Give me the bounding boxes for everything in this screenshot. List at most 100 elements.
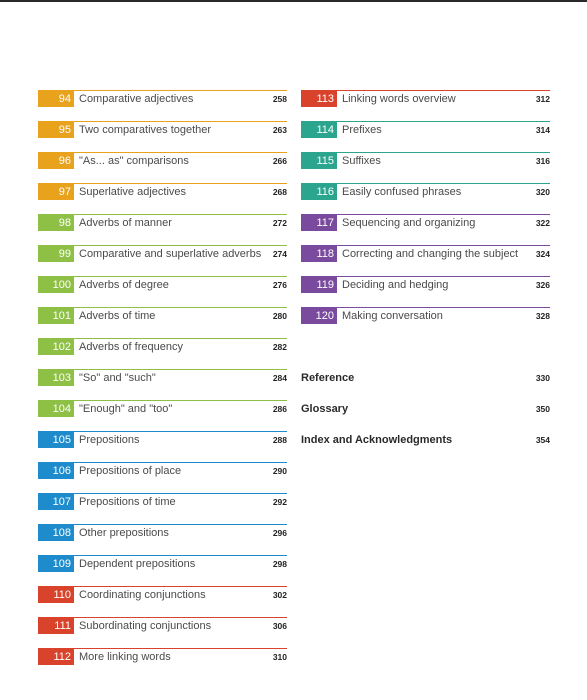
entry-rule [301,121,550,122]
entry-title: Comparative adjectives [79,93,194,105]
entry-rule [301,307,550,308]
entry-page-number: 296 [272,528,287,538]
toc-entry[interactable]: 100 Adverbs of degree 276 [38,276,287,307]
entry-page-number: 306 [272,621,287,631]
entry-title: Comparative and superlative adverbs [79,248,262,260]
entry-title: Correcting and changing the subject [342,248,519,260]
entry-title: Making conversation [342,310,443,322]
toc-entry[interactable]: 104 "Enough" and "too" 286 [38,400,287,431]
entry-title: Prefixes [342,124,382,136]
entry-number: 97 [38,184,74,200]
entry-number: 102 [38,339,74,355]
toc-entry[interactable]: 108 Other prepositions 296 [38,524,287,555]
entry-title: Other prepositions [79,527,169,539]
entry-number: 109 [38,556,74,572]
toc-entry[interactable]: 95 Two comparatives together 263 [38,121,287,152]
entry-rule [38,524,287,525]
toc-entry[interactable]: 113 Linking words overview 312 [301,90,550,121]
toc-entry[interactable]: 103 "So" and "such" 284 [38,369,287,400]
toc-entry[interactable]: 102 Adverbs of frequency 282 [38,338,287,369]
entry-title: Coordinating conjunctions [79,589,206,601]
toc-entry[interactable]: 112 More linking words 310 [38,648,287,679]
entry-page-number: 258 [272,94,287,104]
entry-page-number: 314 [535,125,550,135]
toc-entry[interactable]: 97 Superlative adjectives 268 [38,183,287,214]
toc-entry[interactable]: 111 Subordinating conjunctions 306 [38,617,287,648]
toc-entry[interactable]: 115 Suffixes 316 [301,152,550,183]
entry-rule [38,431,287,432]
entry-title: Superlative adjectives [79,186,187,198]
toc-entry[interactable]: 116 Easily confused phrases 320 [301,183,550,214]
toc-entry[interactable]: 114 Prefixes 314 [301,121,550,152]
entry-rule [38,245,287,246]
entry-rule [301,276,550,277]
toc-entry[interactable]: 117 Sequencing and organizing 322 [301,214,550,245]
toc-column-right: 113 Linking words overview 312 114 Prefixes 3… [301,90,550,462]
entry-rule [38,555,287,556]
entry-page-number: 266 [272,156,287,166]
entry-rule [38,152,287,153]
toc-entry[interactable]: 118 Correcting and changing the subject 32… [301,245,550,276]
reference-title: Reference [301,372,355,384]
entry-number: 113 [301,91,337,107]
entry-page-number: 326 [535,280,550,290]
entry-number: 120 [301,308,337,324]
entry-page-number: 268 [272,187,287,197]
toc-entry[interactable]: 110 Coordinating conjunctions 302 [38,586,287,617]
entry-page-number: 272 [272,218,287,228]
entry-title: "So" and "such" [79,372,156,384]
toc-entry[interactable]: 94 Comparative adjectives 258 [38,90,287,121]
reference-entry[interactable]: Glossary 350 [301,400,550,431]
toc-entry[interactable]: 105 Prepositions 288 [38,431,287,462]
entry-rule [38,276,287,277]
entry-title: Suffixes [342,155,381,167]
entry-page-number: 298 [272,559,287,569]
entry-title: Linking words overview [342,93,456,105]
entry-number: 94 [38,91,74,107]
toc-entry[interactable]: 107 Prepositions of time 292 [38,493,287,524]
entry-number: 119 [301,277,337,293]
entry-number: 112 [38,649,74,665]
toc-entry[interactable]: 106 Prepositions of place 290 [38,462,287,493]
entry-title: Adverbs of degree [79,279,169,291]
entry-page-number: 263 [272,125,287,135]
entry-number: 111 [38,618,74,634]
entry-page-number: 324 [535,249,550,259]
entry-page-number: 302 [272,590,287,600]
entry-number: 98 [38,215,74,231]
entry-rule [38,338,287,339]
entry-page-number: 280 [272,311,287,321]
reference-entry[interactable]: Index and Acknowledgments 354 [301,431,550,462]
entry-rule [38,648,287,649]
entry-title: Dependent prepositions [79,558,196,570]
entry-rule [38,400,287,401]
entry-number: 105 [38,432,74,448]
entry-page-number: 286 [272,404,287,414]
toc-entry[interactable]: 101 Adverbs of time 280 [38,307,287,338]
reference-page-number: 354 [535,435,550,445]
entry-rule [301,90,550,91]
reference-entry[interactable]: Reference 330 [301,369,550,400]
entry-page-number: 310 [272,652,287,662]
entry-title: Deciding and hedging [342,279,449,291]
entry-title: Adverbs of manner [79,217,172,229]
toc-entry[interactable]: 119 Deciding and hedging 326 [301,276,550,307]
entry-rule [38,586,287,587]
entry-rule [38,307,287,308]
entry-rule [38,493,287,494]
toc-entry[interactable]: 109 Dependent prepositions 298 [38,555,287,586]
entry-rule [301,152,550,153]
toc-entry[interactable]: 98 Adverbs of manner 272 [38,214,287,245]
toc-entry[interactable]: 120 Making conversation 328 [301,307,550,338]
entry-title: Prepositions [79,434,140,446]
entry-page-number: 276 [272,280,287,290]
entry-title: Sequencing and organizing [342,217,476,229]
entry-rule [38,369,287,370]
entry-page-number: 274 [272,249,287,259]
toc-entry[interactable]: 99 Comparative and superlative adverbs 274 [38,245,287,276]
toc-entry[interactable]: 96 "As... as" comparisons 266 [38,152,287,183]
entry-title: Prepositions of time [79,496,176,508]
entry-number: 99 [38,246,74,262]
entry-page-number: 282 [272,342,287,352]
entry-rule [301,214,550,215]
